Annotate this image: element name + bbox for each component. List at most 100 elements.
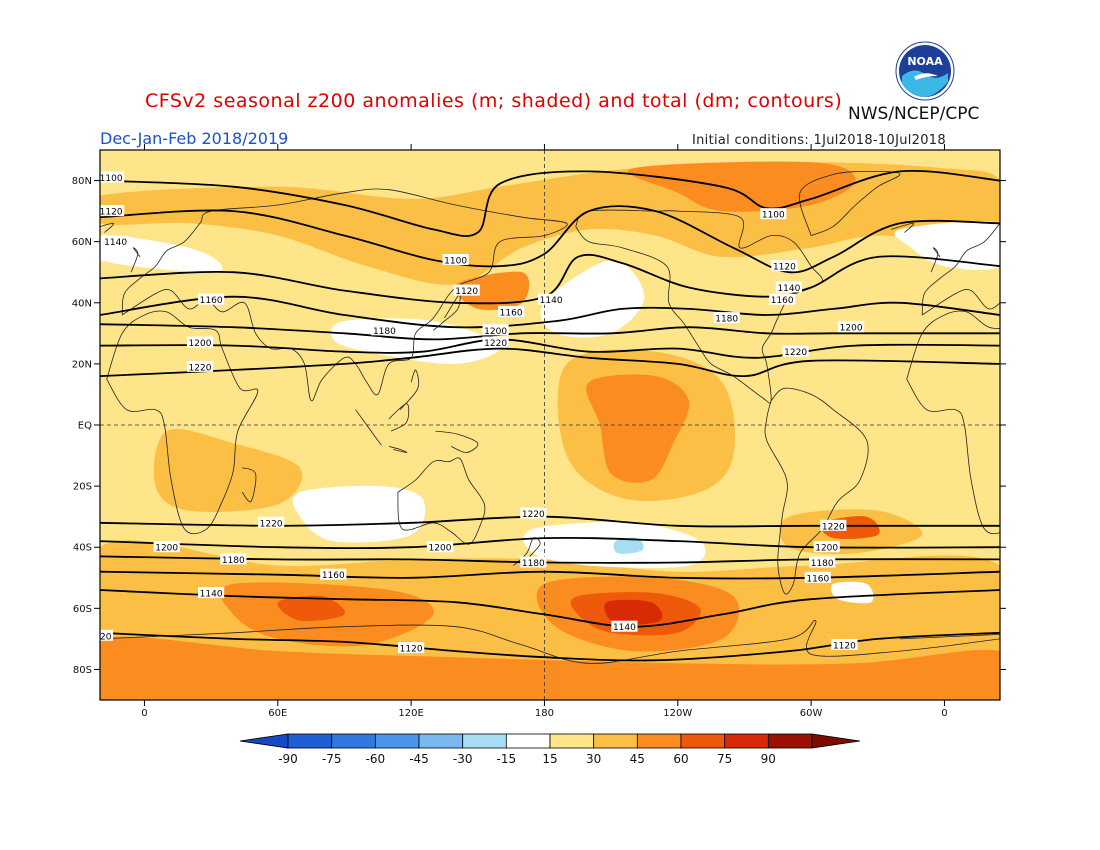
contour-1120-1 <box>100 205 1000 274</box>
lat-tick-label: 40S <box>73 543 92 554</box>
contour-1140-2 <box>100 253 1000 305</box>
coastline-11 <box>388 446 408 453</box>
contour-label-7: 1100 <box>444 257 467 267</box>
lon-tick-label: 0 <box>141 708 147 719</box>
coastline-wrap-15 <box>890 222 915 233</box>
contour-label-23: 1160 <box>322 571 345 581</box>
contour-label-25: 1120 <box>89 632 112 642</box>
contour-1200-5 <box>100 338 1000 359</box>
coastline-14 <box>130 247 141 273</box>
agency-label: NWS/NCEP/CPC <box>848 104 980 124</box>
contour-label-27: 1200 <box>429 544 452 554</box>
coastline-15 <box>100 222 115 233</box>
contour-label-box-31 <box>820 519 847 531</box>
anomaly-shading <box>100 161 1000 700</box>
contour-label-28: 1220 <box>522 510 545 520</box>
initial-conditions: Initial conditions: 1Jul2018-10Jul2018 <box>692 133 946 148</box>
contour-label-box-1 <box>100 205 125 217</box>
contour-label-1: 1120 <box>100 208 123 218</box>
contour-label-box-9 <box>498 305 525 317</box>
contour-label-box-17 <box>769 293 796 305</box>
contour-label-box-34 <box>804 571 831 583</box>
contour-label-box-21 <box>153 541 180 553</box>
contour-label-box-20 <box>258 516 285 528</box>
contour-label-13: 1180 <box>715 315 738 325</box>
contour-label-box-25 <box>100 629 114 641</box>
contour-label-2: 1140 <box>104 238 127 248</box>
lon-tick-label: 120E <box>398 708 423 719</box>
contour-label-box-11 <box>482 336 509 348</box>
contour-label-32: 1200 <box>815 544 838 554</box>
forecast-period: Dec-Jan-Feb 2018/2019 <box>100 129 289 148</box>
anomaly-region-3 <box>153 429 303 512</box>
contour-label-box-5 <box>186 336 214 348</box>
noaa-logo-text: NOAA <box>907 55 943 68</box>
anomaly-region-22 <box>613 537 644 554</box>
coastline-12 <box>388 403 410 432</box>
contour-label-box-3 <box>198 293 225 305</box>
contour-label-5: 1200 <box>189 339 212 349</box>
reference-lines <box>100 150 1000 700</box>
contour-label-box-28 <box>520 507 547 519</box>
contour-label-box-32 <box>813 541 840 553</box>
contour-label-16: 1140 <box>777 284 800 294</box>
lat-tick-label: 60S <box>73 604 92 615</box>
lon-tick-label: 120W <box>663 708 692 719</box>
lon-tick-label: 0 <box>941 708 947 719</box>
coastline-6 <box>100 620 1000 664</box>
anomaly-region-5 <box>586 374 690 483</box>
anomaly-region-14 <box>604 599 663 625</box>
lat-tick-label: 80S <box>73 665 92 676</box>
contour-label-33: 1180 <box>811 559 834 569</box>
anomaly-region-7 <box>627 161 856 212</box>
contour-label-3: 1160 <box>200 296 223 306</box>
anomaly-region-10 <box>100 636 1000 700</box>
contour-label-box-19 <box>782 345 809 357</box>
lat-tick-label: 20S <box>73 482 92 493</box>
contour-label-box-22 <box>220 553 247 565</box>
lat-tick-label: 40N <box>72 298 92 309</box>
contour-label-box-24 <box>198 587 225 599</box>
anomaly-region-18 <box>540 259 645 338</box>
contour-label-box-6 <box>186 360 214 372</box>
contour-label-box-16 <box>775 281 802 293</box>
coastline-wrap-9 <box>1042 468 1056 502</box>
contour-label-box-15 <box>771 260 798 272</box>
anomaly-region-15 <box>100 235 223 273</box>
contour-label-box-18 <box>838 321 865 333</box>
noaa-logo-icon: NOAA <box>895 41 955 101</box>
contour-label-box-27 <box>426 541 454 553</box>
contour-label-box-4 <box>371 324 398 336</box>
lat-tick-label: 20N <box>72 359 92 370</box>
coastline-wrap-14 <box>930 247 941 273</box>
contour-label-35: 1120 <box>833 642 856 652</box>
longitude-axis: 0 60E 120E 180 120W 60W 0 <box>141 144 948 719</box>
anomaly-region-12 <box>277 595 345 622</box>
contour-label-4: 1180 <box>373 327 396 337</box>
lon-tick-label: 180 <box>535 708 554 719</box>
contour-label-18: 1200 <box>840 324 863 334</box>
anomaly-region-19 <box>292 485 426 543</box>
contour-label-box-33 <box>809 556 836 568</box>
coastline-1 <box>121 188 568 402</box>
contour-label-24: 1140 <box>200 590 223 600</box>
contour-label-11: 1220 <box>484 339 507 349</box>
contour-label-box-10 <box>482 324 509 336</box>
contour-label-9: 1160 <box>500 308 523 318</box>
coastline-7 <box>433 292 461 331</box>
coastline-2 <box>397 457 486 545</box>
contour-label-box-23 <box>320 568 347 580</box>
map-title: CFSv2 seasonal z200 anomalies (m; shaded… <box>145 90 843 112</box>
contour-1220-6 <box>100 347 1000 378</box>
contour-label-17: 1160 <box>771 296 794 306</box>
contour-label-20: 1220 <box>260 519 283 529</box>
contour-label-10: 1200 <box>484 327 507 337</box>
anomaly-region-6 <box>453 271 530 311</box>
contour-1100-0 <box>100 169 1000 237</box>
contour-labels: 1100 1120 1140 1160 1180 1200 1220 1100 1120 1160… <box>89 171 865 655</box>
contour-label-8: 1120 <box>455 287 478 297</box>
contour-label-29: 1180 <box>522 559 545 569</box>
contour-label-30: 1140 <box>613 623 636 633</box>
contour-label-box-8 <box>453 284 480 296</box>
